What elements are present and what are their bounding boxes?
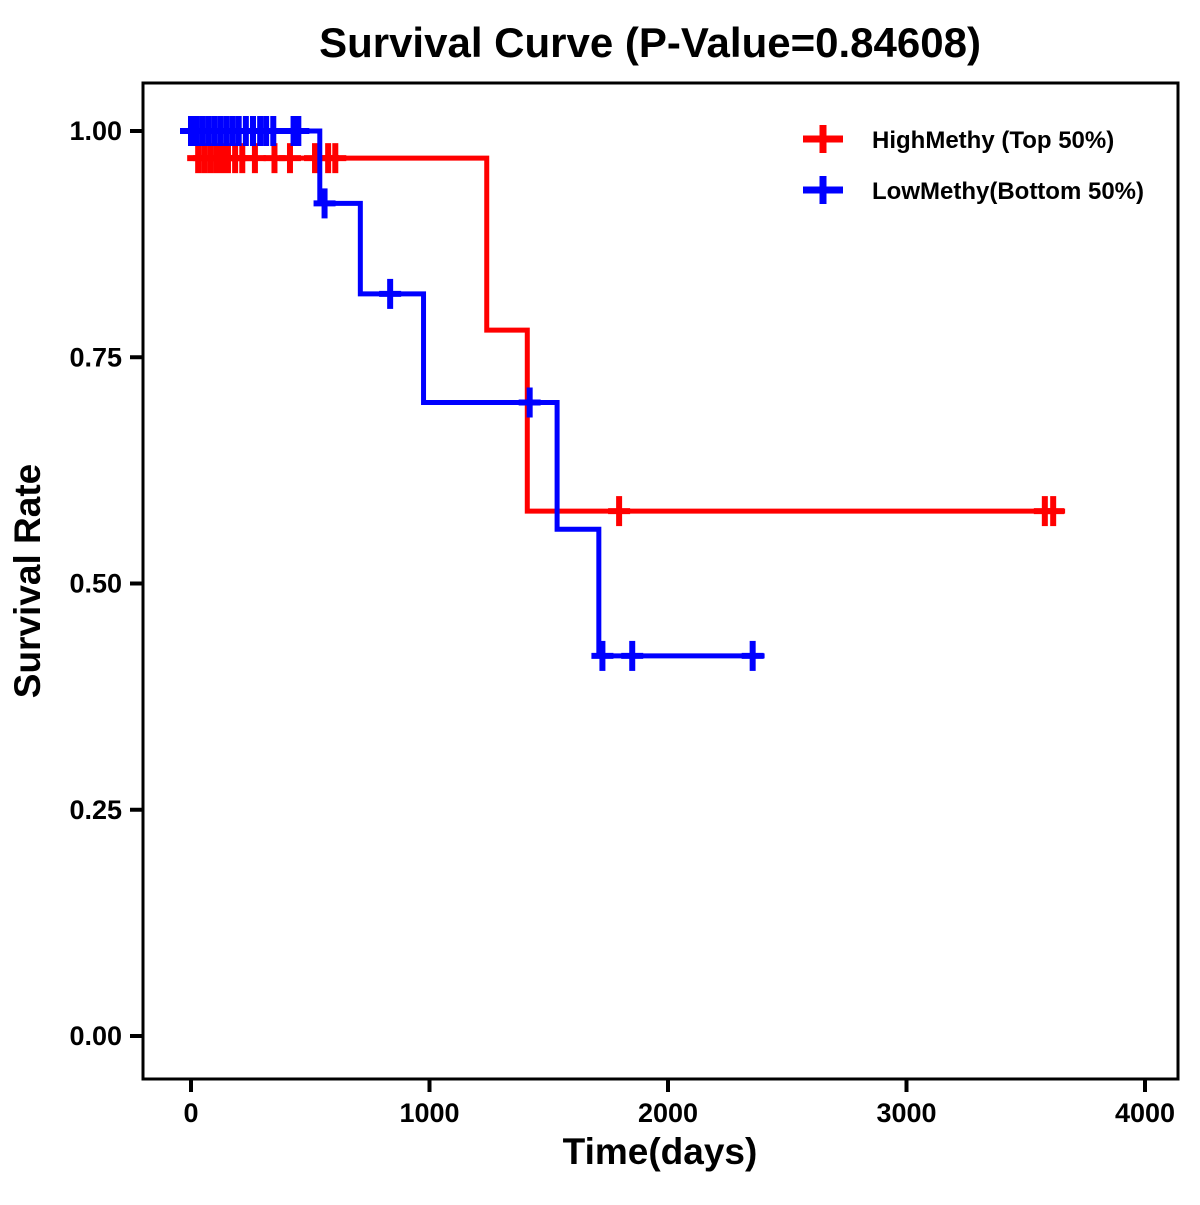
legend-label-lowmethy: LowMethy(Bottom 50%) bbox=[872, 178, 1144, 205]
x-tick-label: 3000 bbox=[876, 1098, 936, 1128]
chart-title: Survival Curve (P-Value=0.84608) bbox=[319, 19, 981, 66]
x-axis-label: Time(days) bbox=[563, 1131, 758, 1172]
survival-curve-lowmethy bbox=[191, 128, 765, 659]
x-tick-label: 1000 bbox=[399, 1098, 459, 1128]
x-tick-label: 0 bbox=[183, 1098, 198, 1128]
plot-frame bbox=[141, 81, 1180, 1081]
legend: HighMethy (Top 50%) LowMethy(Bottom 50%) bbox=[872, 127, 1144, 205]
y-tick-label: 0.25 bbox=[69, 795, 122, 825]
y-axis-label: Survival Rate bbox=[7, 464, 48, 698]
y-tick-label: 0.50 bbox=[69, 569, 122, 599]
x-tick-label: 4000 bbox=[1115, 1098, 1175, 1128]
y-tick-label: 1.00 bbox=[69, 116, 122, 146]
legend-entry-highmethy: HighMethy (Top 50%) bbox=[872, 127, 1114, 154]
legend-entry-lowmethy: LowMethy(Bottom 50%) bbox=[872, 178, 1144, 205]
legend-label-highmethy: HighMethy (Top 50%) bbox=[872, 127, 1114, 154]
x-tick-label: 2000 bbox=[638, 1098, 698, 1128]
y-tick-label: 0.75 bbox=[69, 342, 122, 372]
y-tick-label: 0.00 bbox=[69, 1021, 122, 1051]
